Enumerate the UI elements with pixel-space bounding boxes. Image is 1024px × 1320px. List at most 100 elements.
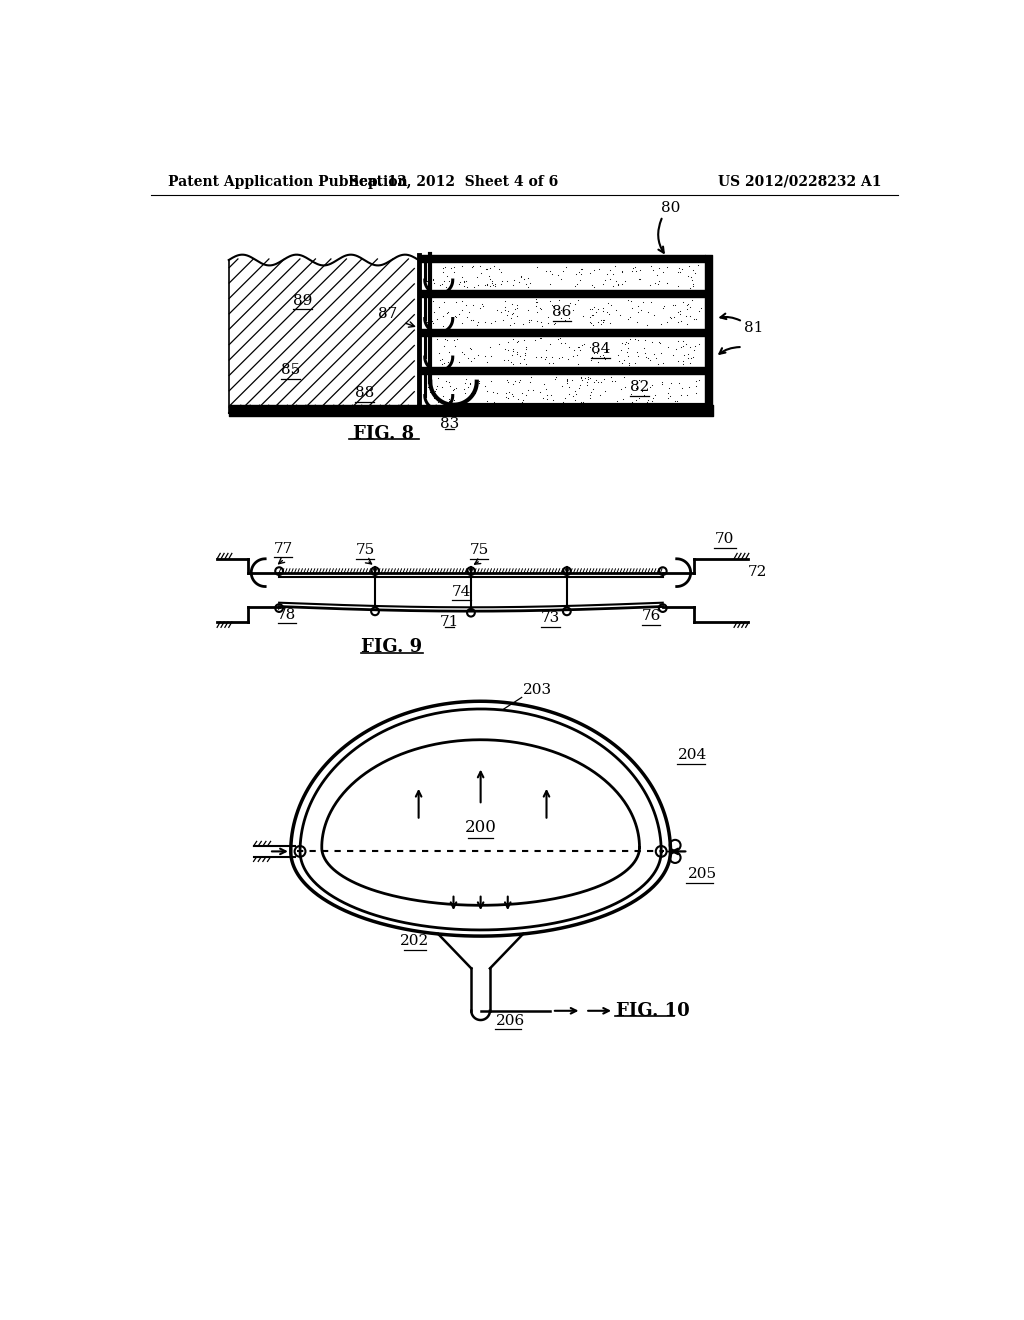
Point bbox=[546, 313, 562, 334]
Point bbox=[659, 337, 676, 358]
Point bbox=[456, 271, 472, 292]
Point bbox=[649, 264, 666, 285]
Point bbox=[429, 375, 445, 396]
Point bbox=[539, 379, 555, 400]
Point bbox=[457, 383, 473, 404]
Point bbox=[573, 370, 590, 391]
Point bbox=[673, 384, 689, 405]
Point bbox=[505, 339, 521, 360]
Point bbox=[645, 305, 662, 326]
Point bbox=[495, 309, 511, 330]
Point bbox=[685, 309, 701, 330]
Text: 85: 85 bbox=[282, 363, 300, 378]
Point bbox=[587, 331, 603, 352]
Point bbox=[430, 367, 446, 388]
Point bbox=[435, 385, 452, 407]
Point bbox=[614, 333, 631, 354]
Point bbox=[422, 290, 438, 312]
Point bbox=[594, 273, 610, 294]
Point bbox=[620, 333, 636, 354]
Point bbox=[572, 259, 589, 280]
Point bbox=[574, 257, 591, 279]
Point bbox=[439, 302, 456, 323]
Point bbox=[605, 264, 622, 285]
Point bbox=[682, 297, 698, 318]
Point bbox=[479, 275, 496, 296]
Point bbox=[651, 331, 668, 352]
Point bbox=[622, 329, 638, 350]
Point bbox=[545, 347, 561, 368]
Point bbox=[655, 296, 672, 317]
Point bbox=[486, 312, 503, 333]
Point bbox=[622, 306, 638, 327]
Point bbox=[532, 298, 549, 319]
Point bbox=[504, 383, 520, 404]
Point bbox=[632, 260, 648, 281]
Point bbox=[506, 313, 522, 334]
Point bbox=[685, 347, 701, 368]
Point bbox=[670, 351, 686, 372]
Point bbox=[676, 345, 692, 366]
Point bbox=[528, 310, 545, 331]
Point bbox=[527, 289, 544, 310]
Point bbox=[665, 345, 681, 366]
Point bbox=[527, 330, 544, 351]
Point bbox=[470, 312, 486, 333]
Point bbox=[418, 257, 434, 279]
Point bbox=[424, 310, 440, 331]
Point bbox=[436, 271, 453, 292]
Point bbox=[547, 313, 563, 334]
Point bbox=[454, 313, 470, 334]
Point bbox=[510, 330, 526, 351]
Point bbox=[597, 380, 613, 401]
Point bbox=[564, 346, 581, 367]
Point bbox=[482, 346, 499, 367]
Point bbox=[582, 337, 598, 358]
Point bbox=[584, 346, 600, 367]
Point bbox=[561, 337, 578, 358]
Point bbox=[456, 379, 472, 400]
Point bbox=[623, 384, 639, 405]
Text: 73: 73 bbox=[541, 611, 560, 624]
Point bbox=[515, 269, 531, 290]
Point bbox=[629, 312, 645, 333]
Point bbox=[664, 308, 680, 329]
Point bbox=[685, 273, 701, 294]
Point bbox=[504, 293, 520, 314]
Point bbox=[653, 374, 670, 395]
Point bbox=[555, 392, 571, 413]
Point bbox=[523, 310, 540, 331]
Point bbox=[615, 367, 632, 388]
Point bbox=[597, 341, 613, 362]
Point bbox=[685, 276, 701, 297]
Point bbox=[425, 290, 441, 312]
Point bbox=[431, 297, 447, 318]
Point bbox=[485, 391, 502, 412]
Point bbox=[602, 260, 618, 281]
Point bbox=[570, 337, 587, 358]
Point bbox=[497, 300, 513, 321]
Point bbox=[668, 338, 684, 359]
Point bbox=[564, 300, 581, 321]
Point bbox=[451, 273, 467, 294]
Point bbox=[500, 371, 516, 392]
Point bbox=[660, 378, 677, 399]
Point bbox=[681, 376, 697, 397]
Point bbox=[469, 314, 485, 335]
Point bbox=[513, 265, 529, 286]
Point bbox=[643, 331, 659, 352]
Point bbox=[680, 255, 696, 276]
Point bbox=[588, 370, 604, 391]
Point bbox=[498, 387, 514, 408]
Point bbox=[542, 334, 558, 355]
Point bbox=[458, 294, 474, 315]
Point bbox=[489, 300, 506, 321]
Point bbox=[474, 293, 490, 314]
Point bbox=[445, 378, 462, 399]
Point bbox=[603, 294, 620, 315]
Point bbox=[667, 294, 683, 315]
Point bbox=[662, 385, 678, 407]
Point bbox=[432, 275, 449, 296]
Point bbox=[520, 380, 537, 401]
Point bbox=[609, 345, 626, 366]
